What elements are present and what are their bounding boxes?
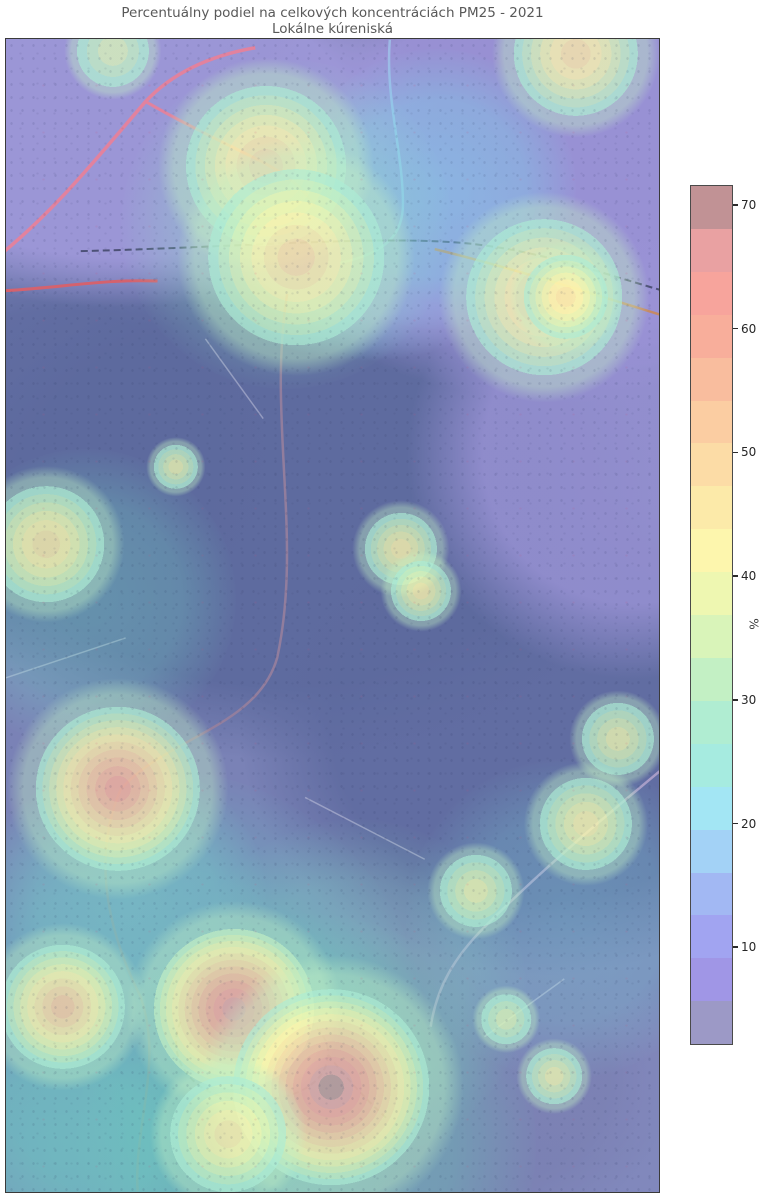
- map-canvas: Zvolen: [5, 38, 660, 1193]
- colorbar-band: [691, 443, 732, 487]
- colorbar: [690, 185, 733, 1045]
- heat-blob: [149, 1055, 307, 1192]
- city-marker-zvolen: Zvolen: [331, 39, 659, 870]
- figure-title: Percentuálny podiel na celkových koncent…: [5, 5, 660, 37]
- colorbar-tick: 30: [733, 693, 756, 707]
- colorbar-band: [691, 357, 732, 401]
- heat-blob: [516, 1038, 592, 1114]
- colorbar-band: [691, 872, 732, 916]
- colorbar-band: [691, 700, 732, 744]
- colorbar-tick: 10: [733, 940, 756, 954]
- colorbar-band: [691, 786, 732, 830]
- heat-blob: [380, 550, 462, 632]
- heat-blob: [427, 842, 525, 940]
- colorbar-band: [691, 615, 732, 658]
- heat-blob: [7, 678, 229, 900]
- colorbar-band: [691, 486, 732, 530]
- colorbar-band: [691, 228, 732, 272]
- heat-blob: [472, 985, 540, 1053]
- heat-blob: [6, 923, 147, 1091]
- colorbar-unit-label: %: [746, 618, 761, 630]
- colorbar-band: [691, 529, 732, 573]
- colorbar-band: [691, 915, 732, 959]
- colorbar-band: [691, 1001, 732, 1045]
- colorbar-tick: 60: [733, 322, 756, 336]
- forest-texture: [6, 39, 659, 1192]
- colorbar-band: [691, 400, 732, 444]
- colorbar-band: [691, 186, 732, 229]
- colorbar-band: [691, 829, 732, 873]
- heat-blob: [177, 138, 415, 376]
- heat-blob: [509, 240, 623, 354]
- colorbar-band: [691, 743, 732, 787]
- colorbar-ticks: 70 60 50 40 30 20 10: [733, 185, 772, 1045]
- colorbar-band: [691, 657, 732, 701]
- heatmap-blobs: [6, 39, 659, 1192]
- heat-blob: [569, 690, 659, 788]
- figure-title-line2: Lokálne kúreniská: [271, 21, 393, 37]
- colorbar-band: [691, 271, 732, 315]
- colorbar-tick: 70: [733, 198, 756, 212]
- colorbar-tick: 20: [733, 817, 756, 831]
- figure-title-line1: Percentuálny podiel na celkových koncent…: [121, 5, 544, 21]
- colorbar-band: [691, 314, 732, 358]
- colorbar-band: [691, 958, 732, 1002]
- colorbar-tick: 50: [733, 445, 756, 459]
- heat-blob: [146, 437, 206, 497]
- colorbar-tick: 40: [733, 569, 756, 583]
- colorbar-band: [691, 572, 732, 616]
- heat-blob: [6, 465, 125, 623]
